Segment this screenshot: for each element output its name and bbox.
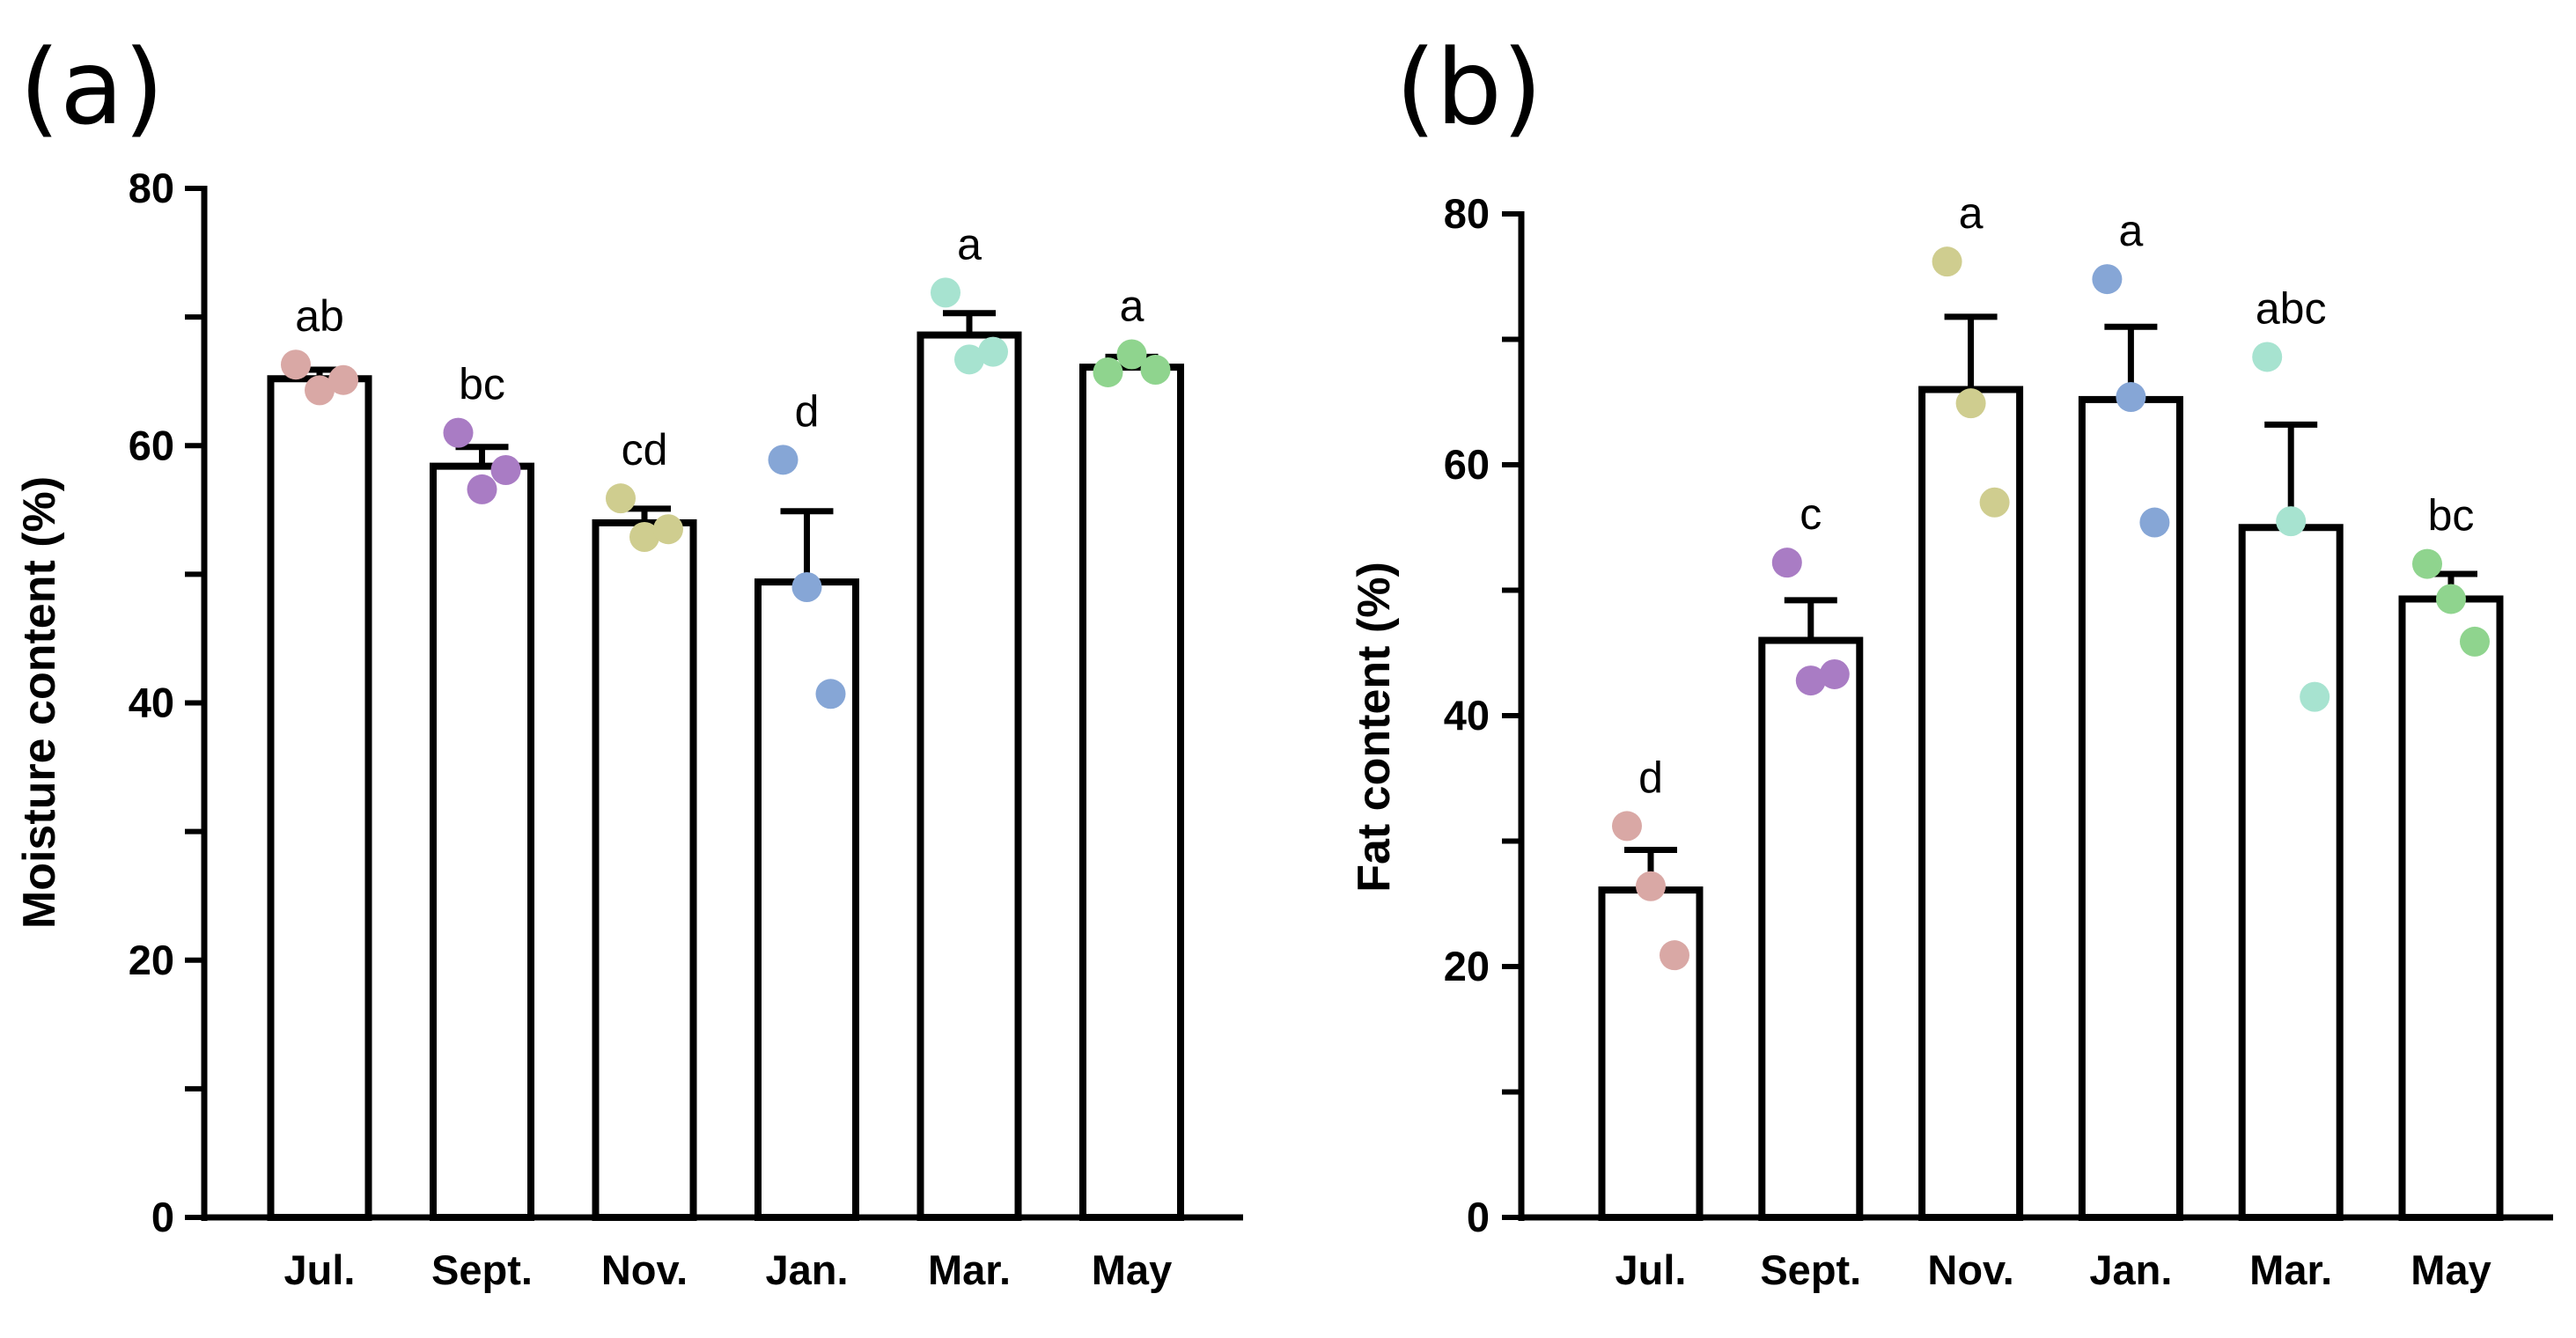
data-point	[815, 679, 846, 709]
bar	[267, 375, 372, 1221]
data-point	[490, 455, 521, 486]
y-tick-label: 40	[129, 680, 174, 726]
bar	[1918, 386, 2024, 1221]
x-tick-label: Jan.	[765, 1246, 848, 1293]
bar	[2238, 524, 2344, 1221]
data-point	[2460, 626, 2490, 657]
data-point	[629, 521, 659, 552]
bar	[592, 518, 697, 1221]
bar	[430, 462, 534, 1221]
significance-label: d	[795, 386, 820, 436]
x-tick-label: Jul.	[1616, 1246, 1687, 1293]
chart-panel-b: (b) Fat content (%) 0 20 40 60 80 d Jul. c Sept. a N…	[1349, 26, 2553, 1293]
x-tick-label: May	[2410, 1246, 2491, 1293]
significance-label: bc	[2428, 491, 2475, 540]
data-point	[2276, 506, 2307, 537]
significance-label: d	[1638, 753, 1663, 802]
data-point	[2436, 584, 2466, 614]
y-axis-title: Moisture content (%)	[14, 476, 65, 929]
x-tick-label: Jan.	[2089, 1246, 2172, 1293]
bar	[1079, 364, 1184, 1221]
bar	[1598, 886, 1704, 1221]
bar	[916, 331, 1022, 1221]
y-axis-title: Fat content (%)	[1349, 562, 1400, 893]
data-point	[791, 571, 822, 602]
data-point	[1979, 487, 2010, 518]
data-point	[467, 474, 497, 504]
data-point	[1955, 388, 1986, 419]
y-tick-label: 60	[129, 422, 174, 468]
data-point	[1093, 357, 1123, 387]
significance-label: cd	[622, 425, 668, 474]
significance-label: c	[1800, 489, 1822, 539]
significance-label: bc	[459, 360, 505, 409]
y-tick-label: 80	[129, 165, 174, 211]
bar	[1758, 636, 1864, 1221]
data-point	[1660, 940, 1689, 971]
data-point	[281, 349, 311, 380]
data-point	[443, 417, 474, 448]
x-tick-label: Nov.	[601, 1246, 688, 1293]
x-tick-label: Sept.	[431, 1246, 533, 1293]
x-tick-label: Mar.	[928, 1246, 1011, 1293]
data-point	[653, 514, 683, 545]
significance-label: ab	[295, 291, 344, 341]
x-tick-label: Jul.	[284, 1246, 356, 1293]
data-point	[954, 344, 984, 375]
data-point	[2092, 264, 2123, 295]
data-point	[1636, 871, 1666, 901]
data-point	[978, 336, 1008, 367]
data-point	[1819, 658, 1850, 689]
y-tick-label: 0	[151, 1194, 174, 1240]
significance-label: a	[957, 219, 982, 268]
data-point	[305, 375, 335, 406]
panel-label: (b)	[1395, 26, 1542, 148]
data-point	[2116, 382, 2146, 413]
y-tick-label: 60	[1444, 441, 1490, 488]
data-point	[606, 483, 636, 514]
data-point	[328, 364, 358, 395]
data-point	[1932, 246, 1962, 277]
data-point	[2412, 548, 2442, 579]
y-tick-label: 0	[1467, 1194, 1490, 1240]
data-point	[1612, 811, 1642, 842]
chart-panel-a: (a) Moisture content (%) 0 20 40 60 80 ab Jul. bc…	[14, 26, 1243, 1293]
data-point	[768, 445, 799, 475]
x-tick-label: Sept.	[1760, 1246, 1861, 1293]
data-point	[2139, 507, 2170, 538]
x-tick-label: May	[1092, 1246, 1172, 1293]
y-tick-label: 20	[1444, 943, 1490, 989]
significance-label: a	[1959, 188, 1984, 238]
significance-label: a	[1120, 282, 1144, 331]
x-tick-label: Mar.	[2249, 1246, 2332, 1293]
bar	[754, 578, 859, 1221]
y-tick-label: 40	[1444, 692, 1490, 739]
y-tick-label: 80	[1444, 190, 1490, 237]
bar	[2398, 595, 2504, 1221]
y-tick-label: 20	[129, 937, 174, 983]
data-point	[1116, 339, 1147, 370]
data-point	[1771, 548, 1802, 578]
data-point	[2300, 681, 2330, 712]
data-point	[931, 277, 960, 308]
x-tick-label: Nov.	[1927, 1246, 2013, 1293]
significance-label: abc	[2256, 283, 2327, 333]
data-point	[1140, 355, 1171, 386]
significance-label: a	[2118, 206, 2143, 255]
panel-label: (a)	[19, 26, 164, 148]
data-point	[1795, 665, 1826, 696]
data-point	[2252, 342, 2283, 372]
